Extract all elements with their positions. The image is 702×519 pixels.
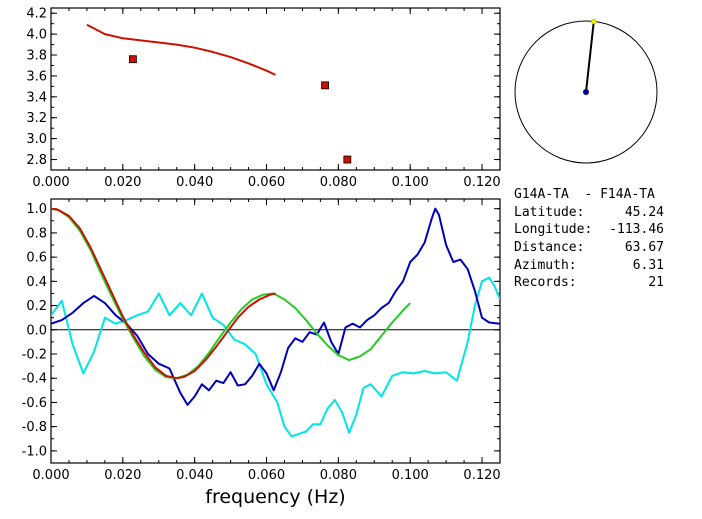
- y-tick-label: 3.6: [26, 69, 47, 84]
- dispersion-plot: 0.000 0.020 0.040 0.060 0.080 0.100 0.120 2.8 3.…: [26, 7, 500, 190]
- y-tick-label: 0.4: [26, 275, 47, 290]
- x-tick-label: 0.120: [463, 175, 500, 190]
- records-row: Records: 21: [514, 274, 700, 292]
- records-label: Records:: [514, 275, 577, 291]
- y-tick-label: 3.8: [26, 49, 47, 64]
- plot-frame: [50, 198, 501, 464]
- azimuth-label: Azimuth:: [514, 257, 577, 273]
- y-tick-label: 3.2: [26, 111, 47, 126]
- y-tick-label: 0.0: [26, 323, 47, 338]
- series-line-cyan: [51, 276, 500, 438]
- y-tick-label: -0.6: [22, 396, 47, 411]
- distance-row: Distance: 63.67: [514, 239, 700, 257]
- x-tick-label: 0.100: [392, 175, 429, 190]
- y-tick-label: -0.2: [22, 348, 47, 363]
- y-tick-label: 0.8: [26, 226, 47, 241]
- azimuth-row: Azimuth: 6.31: [514, 257, 700, 275]
- x-tick-label: 0.120: [463, 468, 500, 483]
- y-tick-label: 4.0: [26, 28, 47, 43]
- x-axis-title: frequency (Hz): [205, 486, 345, 508]
- y-tick-label: 2.8: [26, 153, 47, 168]
- azimuth-value: 6.31: [632, 257, 664, 273]
- series-line-green: [51, 207, 411, 380]
- y-tick-label: -0.8: [22, 420, 47, 435]
- source-dot: [591, 18, 597, 25]
- series-line-red: [86, 23, 276, 76]
- distance-value: 63.67: [624, 240, 664, 256]
- station-dot: [583, 89, 589, 95]
- x-tick-label: 0.040: [176, 175, 213, 190]
- station-pair: G14A-TA - F14A-TA: [514, 187, 655, 202]
- y-tick-label: -1.0: [22, 444, 47, 459]
- longitude-label: Longitude:: [514, 222, 593, 238]
- azimuth-globe: [514, 18, 658, 164]
- x-tick-label: 0.020: [104, 468, 141, 483]
- latitude-value: 45.24: [624, 204, 664, 220]
- data-marker: [343, 155, 352, 164]
- series-group: [86, 23, 352, 164]
- x-tick-label: 0.100: [392, 468, 429, 483]
- latitude-row: Latitude: 45.24: [514, 204, 700, 222]
- x-tick-label: 0.080: [320, 468, 357, 483]
- y-tick-label: 4.2: [26, 7, 47, 22]
- x-tick-label: 0.060: [248, 468, 285, 483]
- plot-frame: [50, 7, 501, 171]
- series-line-red: [51, 207, 276, 380]
- x-tick-label: 0.080: [320, 175, 357, 190]
- y-tick-label: 3.4: [26, 90, 47, 105]
- series-line-blue: [51, 207, 500, 406]
- x-tick-label: 0.060: [248, 175, 285, 190]
- x-tick-label: 0.000: [32, 468, 69, 483]
- longitude-value: -113.46: [609, 222, 664, 238]
- azimuth-line: [585, 21, 595, 93]
- records-value: 21: [648, 275, 664, 291]
- y-tick-label: 3.0: [26, 132, 47, 147]
- correlation-plot: 0.000 0.020 0.040 0.060 0.080 0.100 0.120 -1.0 -…: [22, 198, 501, 508]
- series-group: [51, 207, 500, 438]
- data-marker: [321, 81, 329, 90]
- globe-circle: [514, 20, 658, 164]
- station-info-panel: G14A-TA - F14A-TA Latitude: 45.24 Longitu…: [514, 186, 700, 292]
- y-tick-label: 1.0: [26, 202, 47, 217]
- longitude-row: Longitude: -113.46: [514, 221, 700, 239]
- data-marker: [128, 55, 137, 64]
- y-tick-label: -0.4: [22, 372, 47, 387]
- x-tick-label: 0.020: [104, 175, 141, 190]
- y-tick-label: 0.2: [26, 299, 47, 314]
- x-tick-label: 0.000: [32, 175, 69, 190]
- latitude-label: Latitude:: [514, 204, 585, 220]
- y-tick-label: 0.6: [26, 251, 47, 266]
- x-tick-label: 0.040: [176, 468, 213, 483]
- distance-label: Distance:: [514, 240, 585, 256]
